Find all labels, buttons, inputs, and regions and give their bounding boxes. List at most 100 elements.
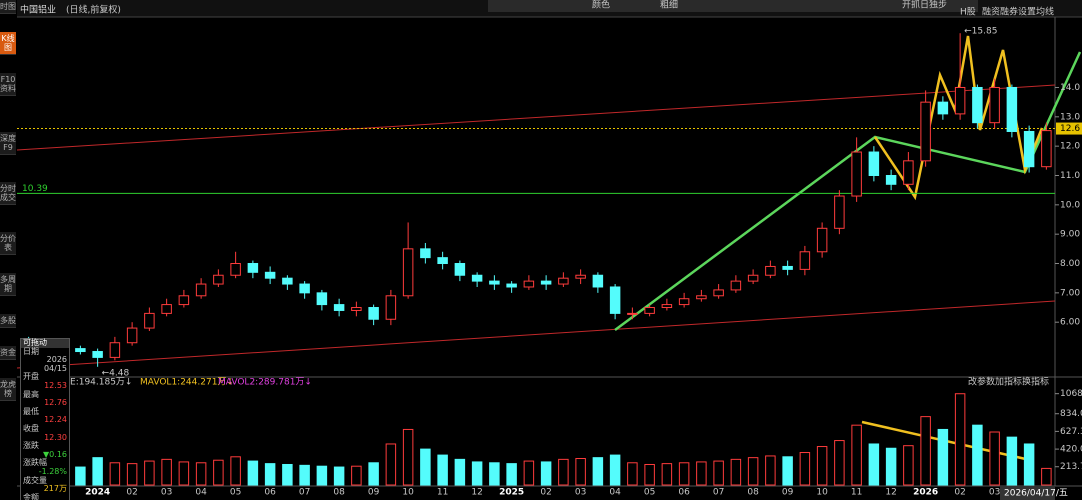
volume-bar bbox=[851, 424, 862, 486]
volume-bar bbox=[264, 463, 276, 486]
wave-line bbox=[614, 51, 1082, 332]
y-tick-label: 12.0 bbox=[1060, 142, 1080, 152]
draw-toolbar[interactable] bbox=[488, 0, 978, 12]
y-tick-label: 1068.6 bbox=[1060, 389, 1082, 399]
volume-bar bbox=[592, 457, 604, 486]
volume-bar bbox=[178, 461, 190, 486]
side-tab[interactable]: 资金 bbox=[0, 346, 16, 360]
candle-body bbox=[747, 274, 759, 282]
button[interactable]: 换指标 bbox=[1022, 376, 1049, 388]
candle-body bbox=[195, 283, 207, 297]
candle-body bbox=[920, 101, 931, 162]
volume-bar bbox=[368, 462, 379, 486]
volume-bar bbox=[609, 454, 621, 486]
info-label: 成交量 bbox=[23, 475, 47, 485]
side-tab[interactable]: 时图 bbox=[0, 0, 16, 14]
side-tab[interactable]: 分价表 bbox=[0, 232, 16, 255]
candle-body bbox=[1006, 86, 1018, 132]
volume-bar bbox=[558, 458, 569, 486]
last-price-label: 12.6 bbox=[1060, 124, 1080, 134]
candle-body bbox=[523, 280, 535, 288]
side-tab[interactable]: 多股 bbox=[0, 314, 16, 328]
level-label: 10.39 bbox=[22, 184, 48, 194]
tool[interactable]: 开抓日独步 bbox=[902, 0, 947, 11]
x-tick-label: 02 bbox=[540, 488, 551, 498]
volume-bar bbox=[92, 457, 103, 486]
candle-body bbox=[264, 271, 276, 279]
info-panel: 可拖动 日期 2026 04/15 开盘 12.53 最高 12.76 最低 12.24 收盘 12… bbox=[20, 338, 70, 500]
volume-bar bbox=[471, 461, 483, 486]
volume-bar bbox=[195, 462, 207, 486]
volume-bar bbox=[402, 428, 414, 486]
y-tick-label: 627.3 bbox=[1060, 427, 1082, 437]
mavol2: MAVOL2:289.781万↓ bbox=[218, 378, 312, 388]
side-tab[interactable]: 分时成交 bbox=[0, 182, 16, 205]
button[interactable]: 改参数 bbox=[968, 376, 995, 388]
y-tick-label: 11.0 bbox=[1060, 171, 1080, 181]
volume-bar bbox=[661, 463, 673, 486]
candle-body bbox=[1023, 130, 1035, 168]
volume-bar bbox=[161, 458, 172, 486]
volume-bar bbox=[713, 460, 724, 486]
volume-bar bbox=[540, 461, 552, 486]
volume-bar bbox=[954, 393, 966, 486]
candle-body bbox=[713, 289, 724, 297]
x-tick-label: 05 bbox=[644, 488, 655, 498]
side-tab[interactable]: 深度F9 bbox=[0, 132, 16, 155]
x-tick-label: 02 bbox=[954, 488, 965, 498]
y-tick-label: 213.7 bbox=[1060, 462, 1082, 472]
x-tick-label: 08 bbox=[747, 488, 759, 498]
x-tick-label: 02 bbox=[126, 488, 137, 498]
x-tick-label: 10 bbox=[816, 488, 828, 498]
x-tick-label: 12 bbox=[471, 488, 482, 498]
candle-body bbox=[540, 280, 552, 285]
candle-body bbox=[765, 265, 776, 276]
side-tab[interactable]: F10资料 bbox=[0, 73, 16, 96]
candle-body bbox=[247, 263, 259, 273]
candle-body bbox=[92, 351, 103, 358]
volume-bar bbox=[437, 454, 448, 486]
y-tick-label: 8.00 bbox=[1060, 259, 1080, 269]
volume-bar bbox=[816, 446, 828, 486]
x-tick-label: 11 bbox=[437, 488, 448, 498]
x-tick-label: 05 bbox=[230, 488, 241, 498]
button[interactable]: 设置均线 bbox=[1018, 6, 1054, 18]
y-tick-label: 13.0 bbox=[1060, 112, 1080, 122]
candle-body bbox=[333, 304, 345, 311]
y-tick-label: 6.00 bbox=[1060, 318, 1080, 328]
y-tick-label: 834.0 bbox=[1060, 409, 1082, 419]
x-tick-label: 2025 bbox=[499, 488, 524, 498]
high-label: ←15.85 bbox=[964, 27, 997, 37]
volume-bar bbox=[299, 464, 310, 486]
info-value: 12.76 bbox=[44, 398, 67, 408]
candle-body bbox=[678, 298, 690, 306]
info-value: 2026 04/15 bbox=[43, 355, 67, 373]
candle-body bbox=[489, 280, 500, 285]
volume-bar bbox=[420, 448, 431, 486]
volume-bar bbox=[489, 462, 500, 486]
side-tab[interactable]: K线图 bbox=[0, 32, 16, 55]
side-tab[interactable]: 多周期 bbox=[0, 273, 16, 296]
x-tick-label: 09 bbox=[782, 488, 794, 498]
tool[interactable]: 粗细 bbox=[660, 0, 678, 11]
x-tick-label: 08 bbox=[333, 488, 345, 498]
x-tick-label: 09 bbox=[368, 488, 380, 498]
candle-body bbox=[799, 251, 811, 270]
volume-bar bbox=[523, 460, 535, 486]
button[interactable]: H股 bbox=[960, 7, 976, 18]
info-value: 12.30 bbox=[44, 432, 67, 442]
volume-bar bbox=[972, 424, 983, 486]
volume-bar bbox=[765, 455, 776, 486]
candle-body bbox=[696, 295, 707, 300]
button[interactable]: 融资融券 bbox=[982, 6, 1018, 18]
button[interactable]: 加指标 bbox=[995, 376, 1022, 388]
candle-body bbox=[161, 304, 172, 314]
candle-body bbox=[903, 160, 914, 185]
candle-body bbox=[834, 195, 845, 229]
side-tab[interactable]: 龙虎榜 bbox=[0, 378, 16, 401]
tool[interactable]: 颜色 bbox=[592, 0, 610, 11]
y-tick-label: 14.0 bbox=[1060, 83, 1080, 93]
volume-bar bbox=[885, 447, 897, 486]
candle-body bbox=[885, 174, 897, 185]
